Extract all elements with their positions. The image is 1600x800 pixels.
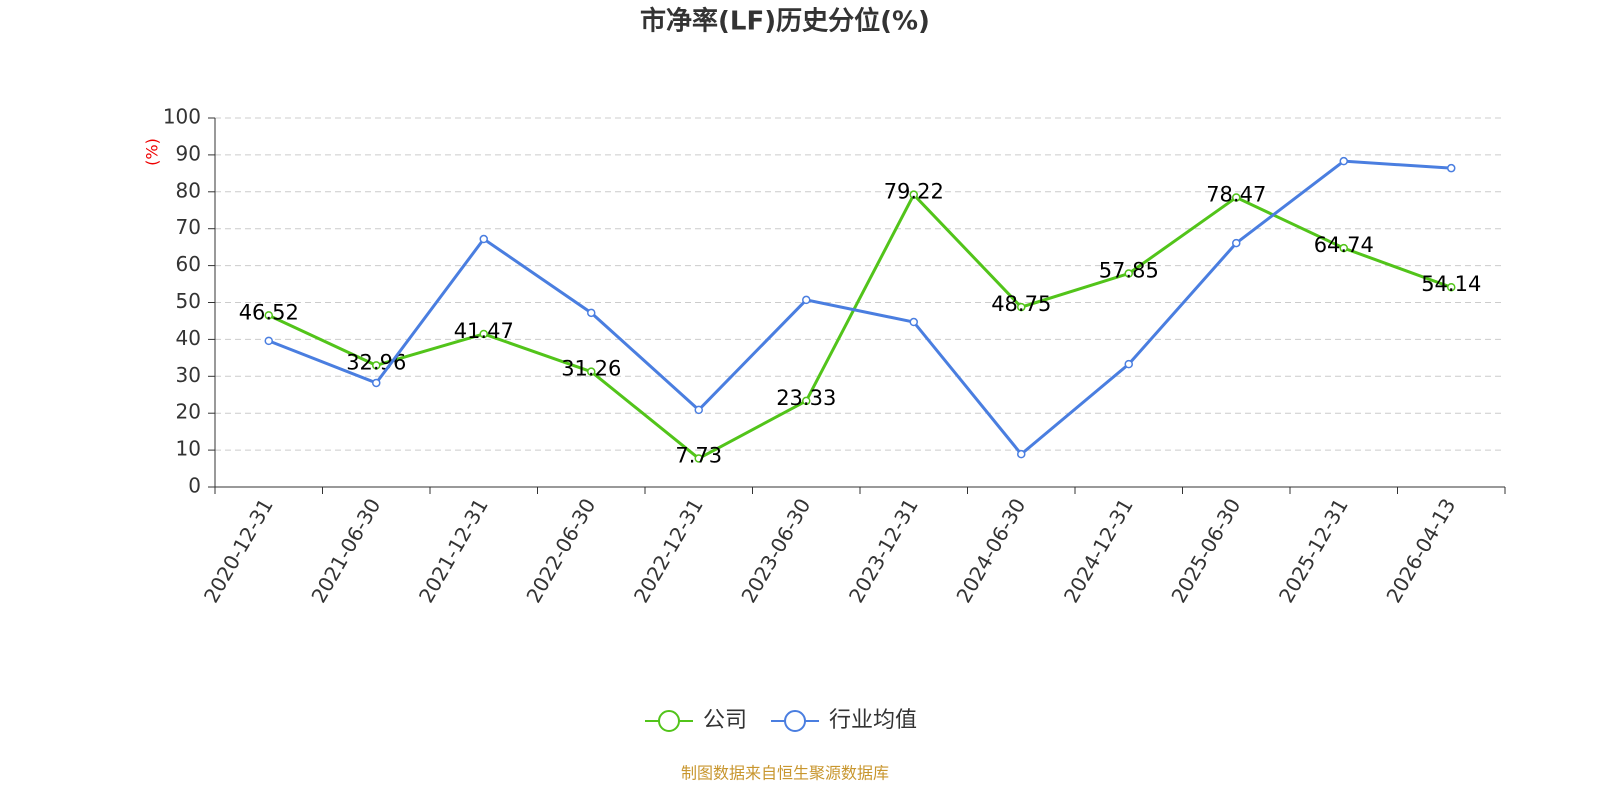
data-point: [372, 361, 381, 370]
x-tick-label: 2022-12-31: [629, 494, 708, 607]
source-note: 制图数据来自恒生聚源数据库: [681, 764, 889, 783]
series-line: [268, 159, 1452, 457]
y-tick-label: 30: [176, 363, 201, 387]
data-point: [264, 336, 273, 346]
data-point: [587, 367, 596, 376]
x-tick-label: 2021-12-31: [414, 494, 493, 607]
data-label: 41.47: [454, 319, 514, 343]
data-point: [1124, 359, 1133, 369]
x-tick-label: 2023-12-31: [844, 494, 923, 607]
y-tick-label: 80: [176, 178, 201, 202]
data-point: [802, 295, 811, 305]
x-tick-label: 2024-12-31: [1059, 494, 1138, 607]
y-axis-label: (%): [143, 138, 162, 166]
x-tick-label: 2026-04-13: [1381, 494, 1460, 607]
y-tick-label: 60: [176, 252, 201, 276]
y-tick-label: 20: [176, 400, 201, 424]
y-tick-label: 70: [176, 215, 201, 239]
data-label: 46.52: [239, 300, 299, 324]
data-label: 7.73: [675, 443, 722, 467]
x-tick-label: 2025-06-30: [1166, 494, 1245, 607]
legend-marker: [658, 710, 680, 732]
y-tick-label: 50: [176, 289, 201, 313]
y-tick-label: 100: [163, 105, 201, 129]
series-line: [268, 192, 1452, 461]
data-point: [1232, 238, 1241, 248]
data-label: 23.33: [776, 386, 836, 410]
data-label: 48.75: [991, 292, 1051, 316]
legend-marker: [784, 710, 807, 732]
data-point: [1017, 449, 1026, 459]
data-point: [1124, 269, 1133, 278]
data-point: [1017, 302, 1026, 312]
x-tick-label: 2021-06-30: [306, 494, 385, 607]
data-point: [1447, 163, 1456, 173]
x-tick-label: 2023-06-30: [736, 494, 815, 607]
data-label: 54.14: [1421, 272, 1481, 296]
x-tick-label: 2025-12-31: [1274, 494, 1353, 607]
y-tick-label: 0: [188, 474, 201, 498]
y-tick-label: 10: [176, 437, 201, 461]
x-tick-label: 2024-06-30: [951, 494, 1030, 607]
data-label: 57.85: [1099, 259, 1159, 283]
data-point: [802, 396, 811, 406]
data-point: [372, 378, 381, 388]
data-point: [1339, 243, 1348, 253]
data-point: [694, 405, 703, 415]
data-point: [479, 234, 488, 244]
legend-label: 公司: [703, 708, 747, 733]
data-point: [479, 329, 488, 339]
data-point: [1232, 193, 1241, 202]
data-point: [909, 317, 918, 327]
x-tick-label: 2020-12-31: [199, 494, 278, 607]
data-point: [1339, 156, 1348, 166]
data-point: [264, 311, 273, 320]
data-point: [909, 190, 918, 199]
data-label: 78.47: [1206, 182, 1266, 206]
x-tick-label: 2022-06-30: [521, 494, 600, 607]
data-point: [587, 308, 596, 318]
y-tick-label: 40: [176, 326, 201, 350]
data-label: 31.26: [561, 357, 621, 381]
data-label: 64.74: [1314, 233, 1374, 257]
chart-title: 市净率(LF)历史分位(%): [640, 6, 930, 37]
data-label: 79.22: [884, 180, 944, 204]
data-point: [694, 454, 703, 463]
y-tick-label: 90: [176, 141, 201, 165]
data-point: [1447, 282, 1456, 292]
legend-label: 行业均值: [829, 708, 917, 733]
